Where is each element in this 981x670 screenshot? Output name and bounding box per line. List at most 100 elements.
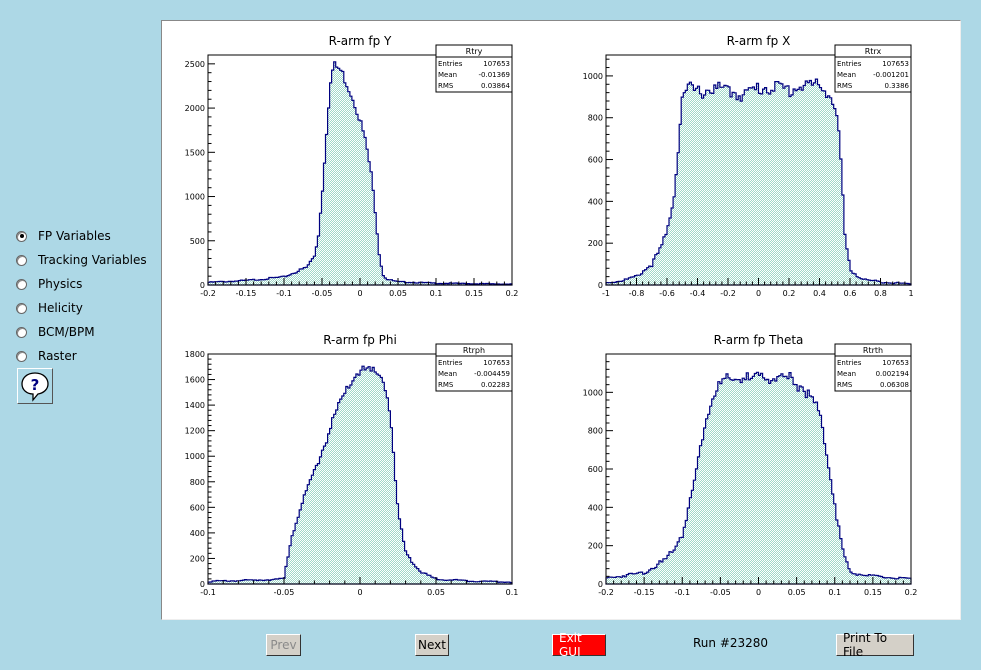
stats-label: RMS bbox=[438, 82, 454, 90]
y-tick-label: 0 bbox=[598, 281, 603, 290]
x-tick-label: -0.15 bbox=[236, 289, 257, 298]
x-tick-label: 0.1 bbox=[430, 289, 443, 298]
run-number-label: Run #23280 bbox=[693, 636, 769, 650]
y-tick-label: 800 bbox=[588, 114, 603, 123]
x-tick-label: 0.8 bbox=[874, 289, 887, 298]
y-tick-label: 1600 bbox=[185, 376, 205, 385]
radio-label: Physics bbox=[38, 277, 83, 291]
stats-name: Rtry bbox=[466, 47, 483, 56]
radio-label: Helicity bbox=[38, 301, 83, 315]
radio-tracking-variables[interactable]: Tracking Variables bbox=[16, 248, 147, 272]
radio-label: FP Variables bbox=[38, 229, 111, 243]
histogram-svg: R-arm fp Y -0.2 -0.15 -0.1 -0.05 0 0.05 0.1 0.15… bbox=[185, 34, 918, 597]
histogram-canvas: R-arm fp Y -0.2 -0.15 -0.1 -0.05 0 0.05 0.1 0.15… bbox=[161, 20, 961, 620]
x-tick-label: 0 bbox=[357, 289, 362, 298]
x-tick-label: -0.05 bbox=[710, 588, 731, 597]
stats-box-frame bbox=[834, 343, 912, 392]
radio-button[interactable] bbox=[16, 278, 27, 290]
question-mark-icon: ? bbox=[21, 372, 49, 402]
radio-button[interactable] bbox=[16, 254, 27, 266]
y-tick-label: 2000 bbox=[185, 104, 205, 113]
radio-raster[interactable]: Raster bbox=[16, 344, 147, 368]
x-tick-label: -0.6 bbox=[659, 289, 675, 298]
help-button[interactable]: ? bbox=[17, 368, 53, 404]
stats-value: 107653 bbox=[882, 60, 909, 68]
histogram-panel-2: R-arm fp X -1 -0.8 -0.6 -0.4 -0.2 0 0.2 0.4 0.6 0.… bbox=[583, 34, 914, 298]
y-tick-label: 1000 bbox=[583, 388, 603, 397]
y-tick-label: 600 bbox=[588, 465, 603, 474]
x-tick-label: 0.2 bbox=[783, 289, 796, 298]
stats-label: Mean bbox=[438, 71, 457, 79]
radio-label: BCM/BPM bbox=[38, 325, 95, 339]
plot-title: R-arm fp Y bbox=[329, 34, 392, 48]
radio-helicity[interactable]: Helicity bbox=[16, 296, 147, 320]
stats-value: 0.06308 bbox=[880, 381, 909, 389]
y-tick-label: 1200 bbox=[185, 427, 205, 436]
y-tick-label: 2500 bbox=[185, 60, 205, 69]
stats-value: -0.001201 bbox=[873, 71, 909, 79]
exit-gui-button[interactable]: Exit GUI bbox=[552, 631, 606, 659]
x-tick-label: -0.1 bbox=[674, 588, 690, 597]
radio-button[interactable] bbox=[16, 350, 27, 362]
stats-value: -0.01369 bbox=[479, 71, 510, 79]
radio-label: Raster bbox=[38, 349, 77, 363]
print-to-file-button[interactable]: Print To File bbox=[836, 631, 914, 659]
radio-button[interactable] bbox=[16, 326, 27, 338]
stats-label: RMS bbox=[837, 381, 853, 389]
x-tick-label: -0.2 bbox=[598, 588, 614, 597]
x-tick-label: 0 bbox=[756, 289, 761, 298]
y-tick-label: 1800 bbox=[185, 350, 205, 359]
histogram-panel-4: R-arm fp Theta -0.2 -0.15 -0.1 -0.05 0 0.05 0.1… bbox=[583, 333, 918, 597]
radio-button[interactable] bbox=[16, 230, 27, 242]
radio-physics[interactable]: Physics bbox=[16, 272, 147, 296]
x-tick-label: 0 bbox=[357, 588, 362, 597]
stats-label: Mean bbox=[837, 370, 856, 378]
histogram-panel-3: R-arm fp Phi -0.1 -0.05 0 0.05 0.1 0 200 400 600 8… bbox=[185, 333, 519, 597]
stats-value: 107653 bbox=[483, 60, 510, 68]
x-tick-label: -0.05 bbox=[274, 588, 295, 597]
x-tick-label: -0.15 bbox=[634, 588, 655, 597]
stats-label: Entries bbox=[837, 359, 862, 367]
y-tick-label: 1400 bbox=[185, 401, 205, 410]
x-tick-label: 0.05 bbox=[427, 588, 445, 597]
x-tick-label: 0.15 bbox=[465, 289, 483, 298]
y-tick-label: 1000 bbox=[185, 452, 205, 461]
stats-name: Rtrth bbox=[863, 346, 883, 355]
stats-box-frame bbox=[435, 44, 513, 93]
stats-value: 0.3386 bbox=[885, 82, 910, 90]
y-tick-label: 200 bbox=[190, 554, 205, 563]
y-tick-label: 1000 bbox=[185, 193, 205, 202]
histogram-bars bbox=[605, 371, 912, 585]
plot-selector: FP Variables Tracking Variables Physics … bbox=[16, 224, 147, 368]
x-tick-label: -0.4 bbox=[690, 289, 706, 298]
x-tick-label: -0.8 bbox=[629, 289, 645, 298]
x-tick-label: 0 bbox=[756, 588, 761, 597]
x-tick-label: -0.2 bbox=[200, 289, 216, 298]
y-tick-label: 1000 bbox=[583, 72, 603, 81]
y-tick-label: 800 bbox=[190, 478, 205, 487]
plot-title: R-arm fp Theta bbox=[714, 333, 804, 347]
x-tick-label: 0.1 bbox=[506, 588, 519, 597]
plot-title: R-arm fp Phi bbox=[323, 333, 397, 347]
stats-value: -0.004459 bbox=[474, 370, 510, 378]
next-button[interactable]: Next bbox=[415, 634, 449, 656]
radio-label: Tracking Variables bbox=[38, 253, 147, 267]
stats-name: Rtrx bbox=[865, 47, 882, 56]
prev-button[interactable]: Prev bbox=[266, 634, 301, 656]
stats-label: Mean bbox=[837, 71, 856, 79]
radio-fp-variables[interactable]: FP Variables bbox=[16, 224, 147, 248]
stats-name: Rtrph bbox=[463, 346, 485, 355]
x-tick-label: 0.05 bbox=[389, 289, 407, 298]
radio-bcm-bpm[interactable]: BCM/BPM bbox=[16, 320, 147, 344]
y-tick-label: 400 bbox=[588, 503, 603, 512]
stats-label: RMS bbox=[837, 82, 853, 90]
y-tick-label: 600 bbox=[190, 503, 205, 512]
radio-button[interactable] bbox=[16, 302, 27, 314]
x-tick-label: 0.2 bbox=[905, 588, 918, 597]
stats-value: 107653 bbox=[483, 359, 510, 367]
y-tick-label: 1500 bbox=[185, 148, 205, 157]
x-tick-label: -1 bbox=[602, 289, 610, 298]
